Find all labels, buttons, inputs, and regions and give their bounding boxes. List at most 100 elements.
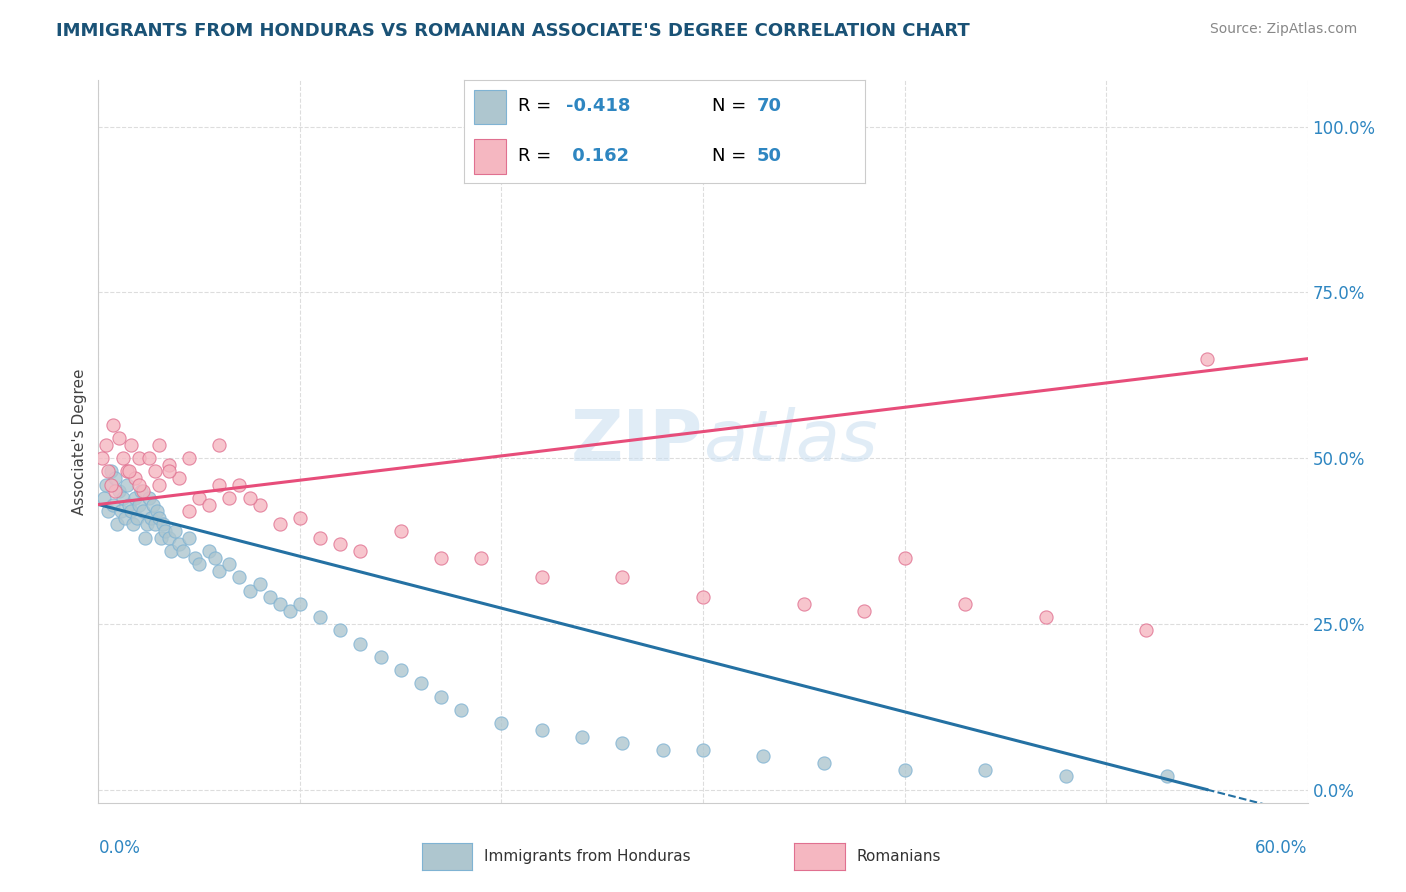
Point [470, 550, 492, 565]
Point [121, 517, 143, 532]
Point [114, 510, 136, 524]
Point [107, 484, 129, 499]
Point [239, 583, 262, 598]
Text: N =: N = [713, 146, 747, 165]
Point [329, 537, 352, 551]
Point [893, 550, 915, 565]
Bar [474, 139, 506, 174]
Point [128, 451, 150, 466]
Point [110, 504, 132, 518]
Point [146, 504, 169, 518]
Point [692, 743, 714, 757]
Bar [474, 89, 506, 124]
Point [188, 557, 211, 571]
Point [179, 531, 201, 545]
Text: Source: ZipAtlas.com: Source: ZipAtlas.com [1209, 22, 1357, 37]
Point [111, 491, 134, 505]
Point [692, 591, 714, 605]
Point [132, 484, 155, 499]
Point [813, 756, 835, 770]
Point [218, 491, 240, 505]
Point [101, 417, 124, 432]
Point [430, 690, 453, 704]
Point [752, 749, 775, 764]
Point [389, 663, 412, 677]
Text: 0.0%: 0.0% [98, 838, 141, 857]
Point [793, 597, 815, 611]
Point [974, 763, 997, 777]
Point [349, 637, 371, 651]
Text: 0.162: 0.162 [567, 146, 630, 165]
Point [101, 498, 124, 512]
Point [179, 451, 201, 466]
Point [118, 498, 141, 512]
Point [530, 570, 553, 584]
Point [309, 531, 332, 545]
Point [135, 517, 157, 532]
Point [491, 716, 513, 731]
Point [128, 498, 150, 512]
Point [120, 438, 142, 452]
Point [115, 464, 138, 478]
Point [103, 471, 125, 485]
Point [163, 524, 186, 538]
Point [153, 524, 176, 538]
Text: Romanians: Romanians [856, 849, 941, 863]
Point [208, 438, 231, 452]
Point [118, 464, 141, 478]
Point [184, 550, 207, 565]
Point [124, 491, 146, 505]
Text: 70: 70 [756, 97, 782, 115]
Point [1156, 769, 1178, 783]
Point [269, 597, 291, 611]
Point [115, 477, 138, 491]
Point [149, 531, 172, 545]
Point [138, 491, 160, 505]
Point [370, 650, 392, 665]
Point [152, 517, 174, 532]
Point [97, 504, 120, 518]
Point [1035, 610, 1057, 624]
Point [157, 458, 180, 472]
Point [148, 438, 170, 452]
Point [228, 477, 250, 491]
Point [269, 517, 291, 532]
Point [120, 504, 142, 518]
Point [612, 570, 634, 584]
Point [430, 550, 453, 565]
Point [1195, 351, 1218, 366]
Point [288, 597, 311, 611]
Point [1135, 624, 1157, 638]
Point [148, 510, 170, 524]
Point [228, 570, 250, 584]
Point [249, 577, 271, 591]
Point [198, 544, 221, 558]
Point [309, 610, 332, 624]
Text: 50: 50 [756, 146, 782, 165]
Point [349, 544, 371, 558]
Point [167, 537, 190, 551]
Point [198, 498, 221, 512]
Point [259, 591, 281, 605]
Text: -0.418: -0.418 [567, 97, 631, 115]
Point [450, 703, 472, 717]
Point [107, 431, 129, 445]
Point [208, 477, 231, 491]
Y-axis label: Associate's Degree: Associate's Degree [72, 368, 87, 515]
Point [105, 517, 128, 532]
Point [953, 597, 976, 611]
Point [160, 544, 183, 558]
Text: atlas: atlas [703, 407, 877, 476]
Point [93, 491, 115, 505]
Point [612, 736, 634, 750]
Point [208, 564, 231, 578]
Point [204, 550, 226, 565]
Point [111, 451, 134, 466]
Point [100, 464, 122, 478]
Point [651, 743, 673, 757]
Point [188, 491, 211, 505]
Point [893, 763, 915, 777]
Point [125, 510, 148, 524]
Point [179, 504, 201, 518]
Point [143, 517, 166, 532]
